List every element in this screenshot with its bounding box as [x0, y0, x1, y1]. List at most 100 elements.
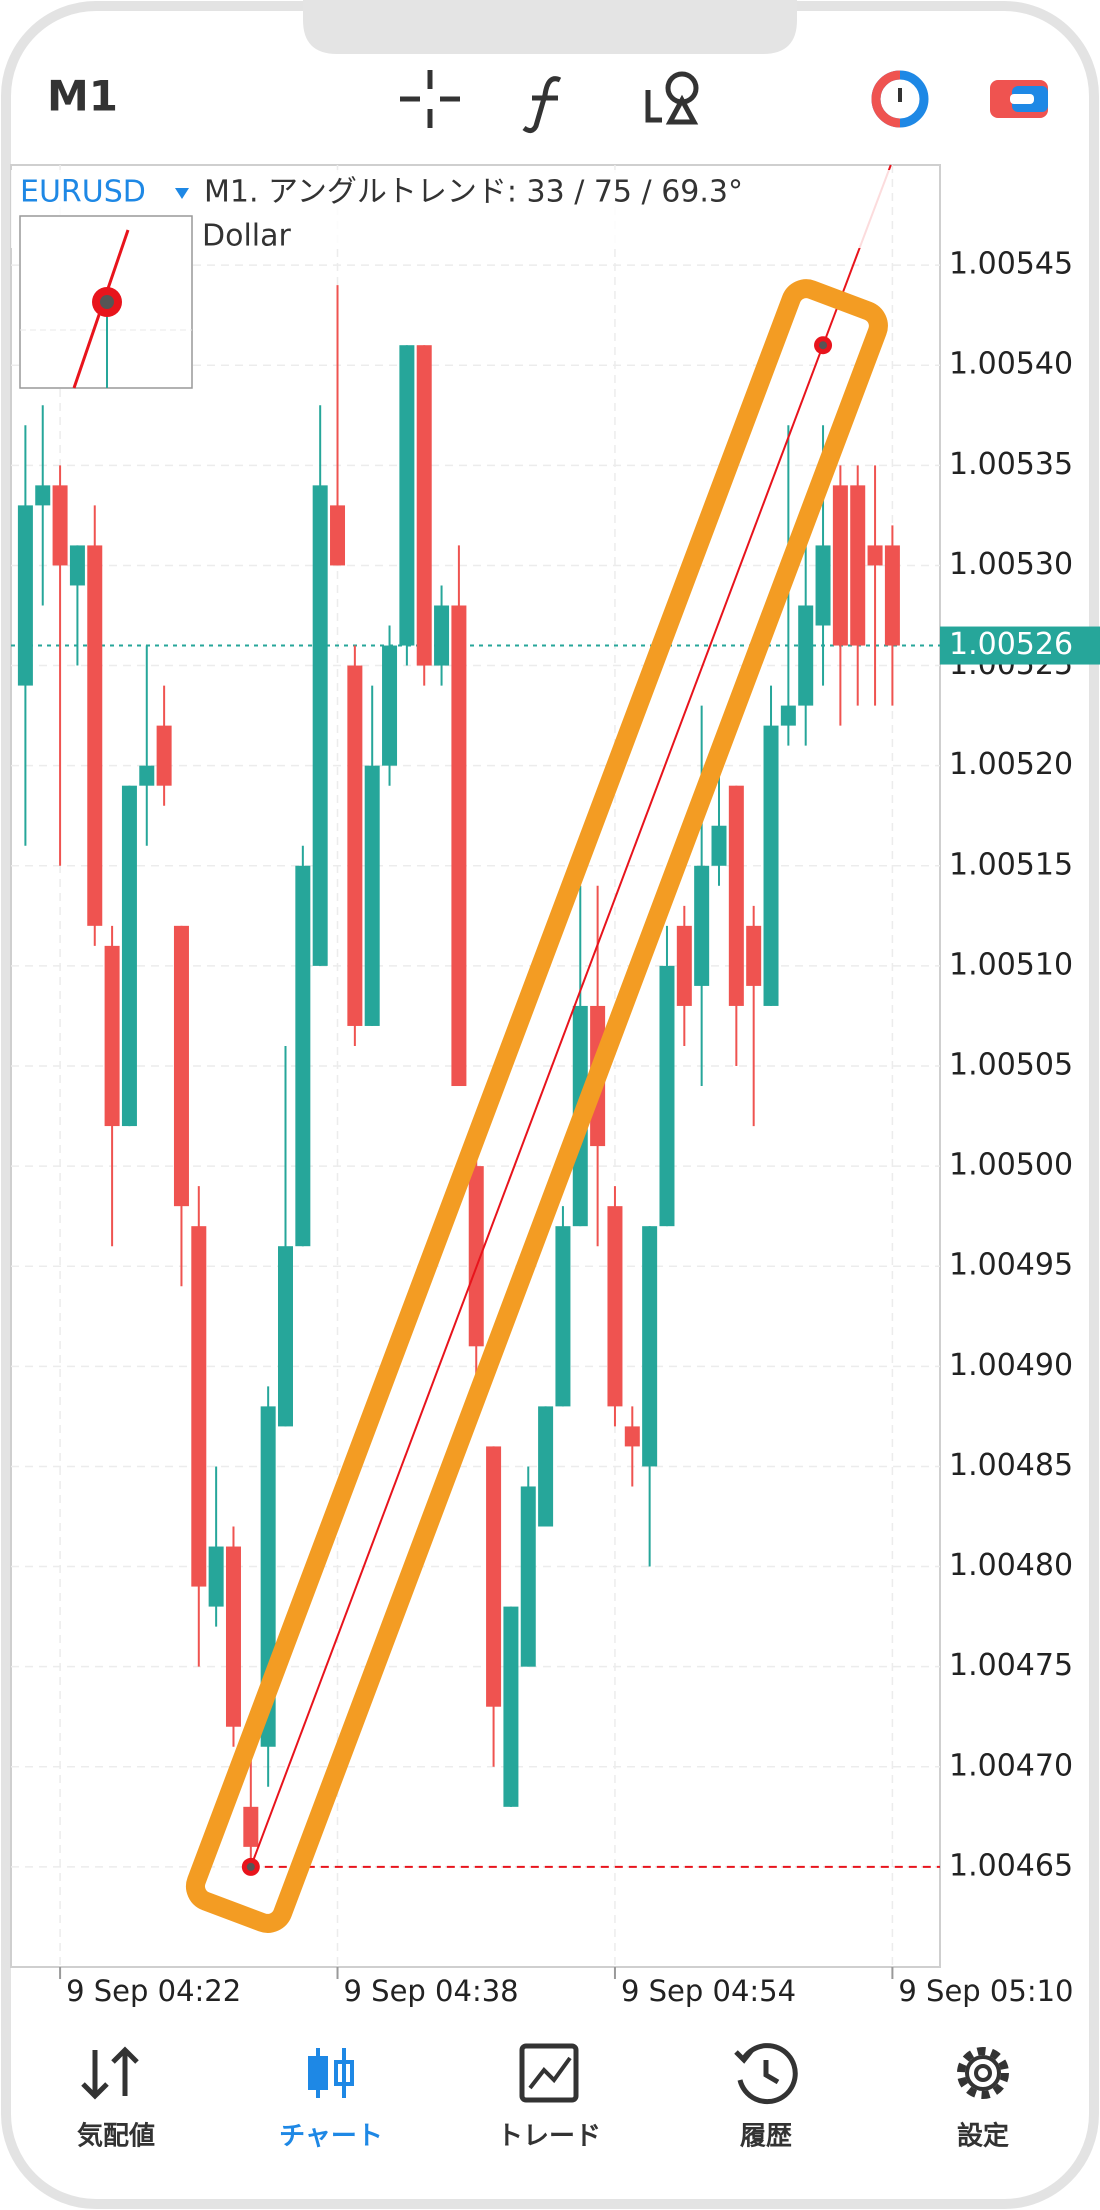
candle-body: [850, 485, 866, 646]
y-tick-label: 1.00490: [949, 1348, 1073, 1383]
indicator-thumbnail: [19, 215, 193, 389]
candle-body: [659, 965, 675, 1227]
candle-body: [104, 945, 120, 1127]
tab-label[interactable]: 設定: [957, 2121, 1009, 2152]
y-tick-label: 1.00520: [949, 747, 1073, 782]
candle-body: [17, 505, 33, 686]
axes: 1.005451.005401.005351.005301.005251.005…: [59, 247, 1100, 2008]
candle-body: [780, 705, 796, 726]
candle-body: [139, 765, 155, 786]
y-tick-label: 1.00480: [949, 1548, 1073, 1583]
y-tick-label: 1.00465: [949, 1848, 1073, 1883]
y-tick-label: 1.00530: [949, 547, 1073, 582]
candle-body: [364, 765, 380, 1026]
candle-body: [35, 485, 51, 506]
candle-body: [884, 545, 900, 646]
tab-bar: 気配値 チャート トレード 履歴 設定: [77, 2043, 1009, 2152]
candle-body: [173, 925, 189, 1207]
candle-body: [520, 1486, 536, 1667]
history-tab[interactable]: 履歴: [734, 2043, 798, 2152]
candle-body: [607, 1206, 623, 1407]
chart-tab[interactable]: チャート: [279, 2048, 383, 2152]
candle-body: [468, 1166, 484, 1347]
candle-body: [815, 545, 831, 626]
crosshair-icon[interactable]: [400, 70, 460, 128]
candle-body: [503, 1606, 519, 1807]
candle-body: [538, 1406, 554, 1527]
y-tick-label: 1.00505: [949, 1048, 1073, 1083]
indicator-label: M1. アングルトレンド: 33 / 75 / 69.3°: [204, 175, 743, 210]
candle-body: [191, 1226, 207, 1587]
candle-body: [52, 485, 68, 566]
candle-body: [347, 665, 363, 1026]
y-tick-label: 1.00540: [949, 347, 1073, 382]
candle-body: [728, 785, 744, 1006]
account-icon[interactable]: [871, 70, 929, 128]
last-price-label: 1.00526: [949, 627, 1073, 662]
candle-body: [832, 485, 848, 646]
candle-body: [278, 1246, 293, 1427]
candle-body: [382, 645, 398, 766]
x-tick-label: 9 Sep 04:22: [66, 1974, 241, 2008]
y-tick-label: 1.00475: [949, 1648, 1073, 1683]
timeframe[interactable]: M1: [47, 72, 118, 121]
candle-body: [330, 505, 346, 566]
candle-body: [486, 1446, 502, 1707]
tab-label[interactable]: トレード: [497, 2122, 601, 2152]
tab-label[interactable]: 気配値: [77, 2121, 155, 2152]
y-tick-label: 1.00485: [949, 1448, 1073, 1483]
candle-body: [451, 605, 467, 1087]
candle-body: [312, 485, 328, 966]
candle-body: [69, 545, 85, 586]
symbol-dropdown[interactable]: [175, 188, 189, 199]
indicator-subtitle: Dollar: [202, 219, 292, 254]
candle-body: [225, 1546, 241, 1727]
candle-body: [746, 925, 762, 986]
quotes-tab[interactable]: 気配値: [77, 2046, 155, 2152]
x-tick-label: 9 Sep 05:10: [898, 1974, 1073, 2008]
y-tick-label: 1.00495: [949, 1248, 1073, 1283]
symbol[interactable]: EURUSD: [20, 175, 146, 210]
indicator-icon[interactable]: [522, 76, 562, 134]
candle-body: [295, 865, 311, 1247]
trendline-group: [185, 164, 892, 1933]
candle-body: [694, 865, 710, 986]
y-tick-label: 1.00535: [949, 447, 1073, 482]
candles: [17, 285, 900, 1867]
trade-tab[interactable]: トレード: [497, 2043, 601, 2152]
highlight-box: [185, 279, 888, 1933]
candle-body: [434, 605, 450, 666]
candle-body: [763, 725, 779, 1006]
candle-body: [243, 1806, 259, 1847]
y-tick-label: 1.00545: [949, 247, 1073, 282]
x-tick-label: 9 Sep 04:54: [621, 1974, 796, 2008]
y-tick-label: 1.00510: [949, 947, 1073, 982]
candle-body: [676, 925, 692, 1006]
y-tick-label: 1.00500: [949, 1148, 1073, 1183]
candle-body: [208, 1546, 224, 1607]
tab-label[interactable]: 履歴: [740, 2122, 792, 2152]
y-tick-label: 1.00470: [949, 1748, 1073, 1783]
candle-body: [156, 725, 172, 786]
last-price-box: [940, 626, 1100, 665]
candle-body: [711, 825, 727, 866]
candle-body: [798, 605, 814, 706]
tab-label[interactable]: チャート: [279, 2122, 383, 2152]
trendline-point-core: [819, 341, 828, 350]
candle-body: [642, 1226, 658, 1467]
trade-icon[interactable]: [990, 80, 1048, 118]
candle-body: [555, 1226, 571, 1407]
settings-tab[interactable]: 設定: [957, 2047, 1009, 2152]
candle-body: [624, 1426, 640, 1447]
candle-body: [87, 545, 103, 926]
candle-body: [867, 545, 883, 566]
notch: [303, 0, 797, 54]
candle-body: [416, 345, 432, 666]
objects-icon[interactable]: [645, 71, 699, 125]
trendline: [249, 344, 824, 1868]
candle-body: [121, 785, 137, 1127]
candle-body: [399, 345, 415, 646]
levels: [11, 644, 940, 1868]
